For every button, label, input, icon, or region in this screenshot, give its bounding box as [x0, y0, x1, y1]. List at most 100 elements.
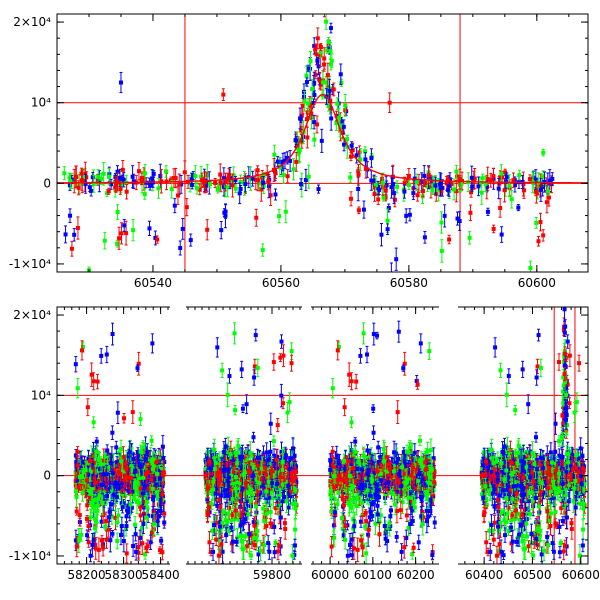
data-point	[493, 337, 498, 358]
bottom-plot-area	[57, 307, 588, 564]
data-point	[506, 368, 511, 384]
data-point	[83, 173, 88, 194]
data-point	[326, 36, 331, 47]
data-point	[188, 233, 193, 247]
data-point	[304, 77, 309, 87]
data-point	[380, 172, 385, 194]
data-point	[319, 128, 324, 153]
data-point	[316, 57, 321, 76]
data-point	[73, 165, 78, 188]
data-point	[133, 516, 138, 534]
data-point	[293, 519, 298, 540]
data-point	[358, 147, 363, 172]
data-point	[110, 530, 115, 538]
data-point	[354, 373, 359, 390]
axis-break	[170, 306, 186, 309]
data-point	[104, 345, 109, 364]
y-tick-label: 2×10⁴	[13, 308, 51, 322]
data-point	[117, 226, 122, 250]
x-tick-label: 60560	[262, 276, 300, 290]
data-point	[314, 115, 319, 134]
data-point	[106, 187, 111, 195]
x-tick-label: 58300	[105, 568, 143, 582]
data-point	[559, 501, 564, 515]
data-point	[394, 531, 399, 543]
x-tick-label: 58200	[68, 568, 106, 582]
data-point	[215, 185, 220, 194]
top-plot-area	[57, 14, 588, 272]
y-tick-label: 10⁴	[31, 388, 51, 402]
data-point	[182, 160, 187, 185]
data-point	[563, 307, 567, 309]
data-point	[572, 401, 577, 424]
data-point	[72, 228, 77, 242]
data-point	[318, 43, 323, 51]
data-point	[394, 247, 399, 271]
data-point	[290, 544, 295, 564]
data-point	[254, 208, 259, 227]
data-point	[371, 425, 376, 441]
data-point	[131, 218, 136, 242]
data-point	[155, 235, 160, 244]
data-point	[221, 167, 226, 190]
data-point	[215, 337, 220, 358]
data-point	[233, 184, 238, 193]
data-point	[498, 362, 503, 379]
data-point	[273, 188, 278, 201]
data-point	[288, 149, 293, 172]
data-point	[220, 362, 225, 379]
data-point	[232, 322, 237, 345]
data-point	[528, 260, 533, 272]
data-point	[96, 169, 101, 185]
data-point	[63, 225, 68, 244]
data-point	[525, 531, 530, 542]
data-point	[580, 538, 585, 553]
data-point	[457, 211, 462, 231]
data-point	[271, 435, 276, 447]
x-tick-label: 59800	[253, 568, 291, 582]
data-point	[277, 209, 282, 224]
data-point	[322, 14, 326, 18]
data-point	[454, 164, 459, 179]
y-tick-label: -1×10⁴	[9, 549, 51, 563]
data-point	[316, 184, 321, 194]
data-point	[418, 333, 423, 354]
data-point	[315, 27, 320, 50]
data-point	[150, 333, 155, 354]
data-point	[356, 206, 361, 215]
data-point	[417, 435, 422, 447]
data-point	[124, 184, 129, 200]
data-point	[243, 175, 248, 193]
data-point	[149, 435, 154, 447]
data-point	[361, 200, 366, 219]
data-point	[498, 198, 503, 218]
data-point	[147, 220, 152, 237]
data-point	[371, 322, 376, 346]
data-point	[422, 231, 427, 244]
data-point	[233, 404, 238, 416]
data-point	[184, 198, 189, 217]
data-point	[436, 178, 441, 202]
data-point	[536, 328, 541, 342]
data-point	[472, 167, 477, 190]
data-point	[404, 529, 409, 547]
data-point	[371, 404, 376, 414]
axis-break	[302, 563, 311, 566]
data-point	[173, 167, 178, 189]
data-point	[305, 126, 310, 149]
data-point	[228, 166, 233, 190]
data-point	[62, 166, 67, 181]
data-point	[395, 400, 400, 424]
data-point	[358, 348, 363, 364]
data-point	[119, 222, 124, 245]
data-point	[310, 78, 315, 99]
data-point	[211, 542, 216, 561]
data-point	[172, 198, 177, 214]
data-point	[483, 175, 488, 193]
data-point	[130, 400, 135, 424]
data-point	[452, 178, 457, 201]
data-point	[432, 516, 437, 529]
data-point	[118, 183, 123, 195]
data-point	[356, 167, 361, 176]
data-point	[80, 169, 85, 194]
